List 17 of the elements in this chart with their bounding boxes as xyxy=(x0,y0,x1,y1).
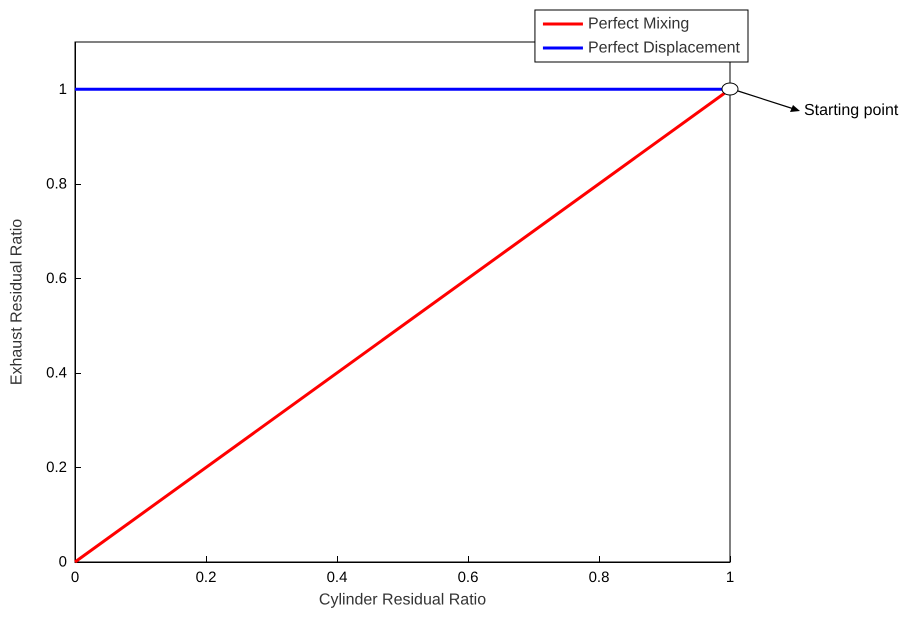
y-tick-label: 0.8 xyxy=(46,175,67,192)
y-tick-label: 0.4 xyxy=(46,364,67,382)
annotation: Starting point xyxy=(804,102,898,120)
y-tick-label: 1 xyxy=(58,80,67,98)
y-tick-label: 0.6 xyxy=(46,270,67,287)
x-tick-label: 0.4 xyxy=(326,569,348,586)
x-tick-label: 1 xyxy=(726,569,734,586)
x-tick-label: 0.8 xyxy=(588,569,610,586)
x-tick-label: 0.6 xyxy=(458,569,478,586)
legend-label: Perfect Displacement xyxy=(588,40,741,56)
x-tick-label: 0.2 xyxy=(196,569,216,586)
x-axis-title: Cylinder Residual Ratio xyxy=(318,592,486,608)
y-tick-label: 0 xyxy=(58,554,67,570)
x-tick-label: 0 xyxy=(70,569,80,586)
y-tick-label: 0.2 xyxy=(46,458,67,476)
y-axis-title: Exhaust Residual Ratio xyxy=(8,218,26,386)
legend-label: Perfect Mixing xyxy=(588,16,690,32)
